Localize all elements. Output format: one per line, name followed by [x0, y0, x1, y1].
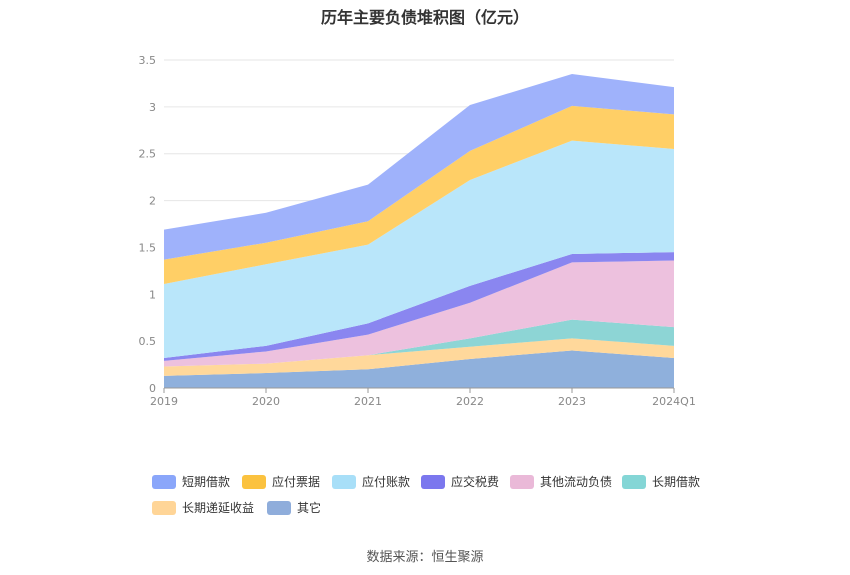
legend-swatch: [622, 474, 646, 489]
legend-label: 其它: [297, 501, 322, 515]
x-tick-label: 2019: [150, 395, 178, 408]
legend-swatch: [242, 474, 266, 489]
data-source-note: 数据来源：恒生聚源: [366, 550, 484, 565]
legend-item[interactable]: 短期借款: [152, 473, 230, 490]
legend-item[interactable]: 长期递延收益: [152, 499, 254, 516]
y-tick-label: 0: [149, 382, 156, 395]
axis-layer: 0 0.5 1 1.5 2 2.5 3 3.5 2019 2020 2021 2022 2023 2024…: [139, 54, 696, 408]
y-tick-label: 2.5: [139, 148, 157, 161]
area-series-5[interactable]: [164, 140, 674, 359]
y-tick-label: 1: [149, 288, 156, 301]
area-series-2[interactable]: [164, 319, 674, 367]
legend-swatch: [152, 500, 176, 515]
legend-item[interactable]: 长期借款: [622, 473, 700, 490]
y-tick-label: 2: [149, 195, 156, 208]
area-series-0[interactable]: [164, 350, 674, 388]
y-tick-label: 3.5: [139, 54, 157, 67]
area-series-4[interactable]: [164, 252, 674, 361]
legend-label: 应付账款: [362, 475, 411, 489]
x-tick-label: 2022: [456, 395, 484, 408]
legend-label: 应付票据: [272, 475, 321, 489]
y-tick-label: 0.5: [139, 335, 157, 348]
legend-label: 长期递延收益: [182, 501, 255, 515]
y-tick-label: 1.5: [139, 241, 157, 254]
legend-label: 应交税费: [451, 475, 500, 489]
x-tick-label: 2023: [558, 395, 586, 408]
legend-item[interactable]: 应付票据: [242, 473, 320, 490]
legend-swatch: [267, 500, 291, 515]
chart-title: 历年主要负债堆积图（亿元）: [320, 8, 529, 27]
area-layer: [164, 74, 674, 388]
area-series-3[interactable]: [164, 260, 674, 367]
x-tick-label: 2024Q1: [652, 395, 696, 408]
legend-label: 短期借款: [182, 475, 231, 489]
legend-item[interactable]: 应付账款: [332, 473, 410, 490]
legend-item[interactable]: 其它: [267, 499, 321, 516]
legend-swatch: [332, 474, 356, 489]
area-series-6[interactable]: [164, 105, 674, 284]
legend-swatch: [152, 474, 176, 489]
legend-label: 其他流动负债: [540, 475, 613, 489]
area-series-7[interactable]: [164, 74, 674, 260]
area-series-1[interactable]: [164, 338, 674, 376]
x-tick-label: 2020: [252, 395, 280, 408]
legend-swatch: [510, 474, 534, 489]
y-tick-label: 3: [149, 101, 156, 114]
legend-item[interactable]: 其他流动负债: [510, 473, 612, 490]
legend-label: 长期借款: [652, 475, 701, 489]
x-tick-label: 2021: [354, 395, 382, 408]
legend-item[interactable]: 应交税费: [421, 473, 499, 490]
legend-swatch: [421, 474, 445, 489]
